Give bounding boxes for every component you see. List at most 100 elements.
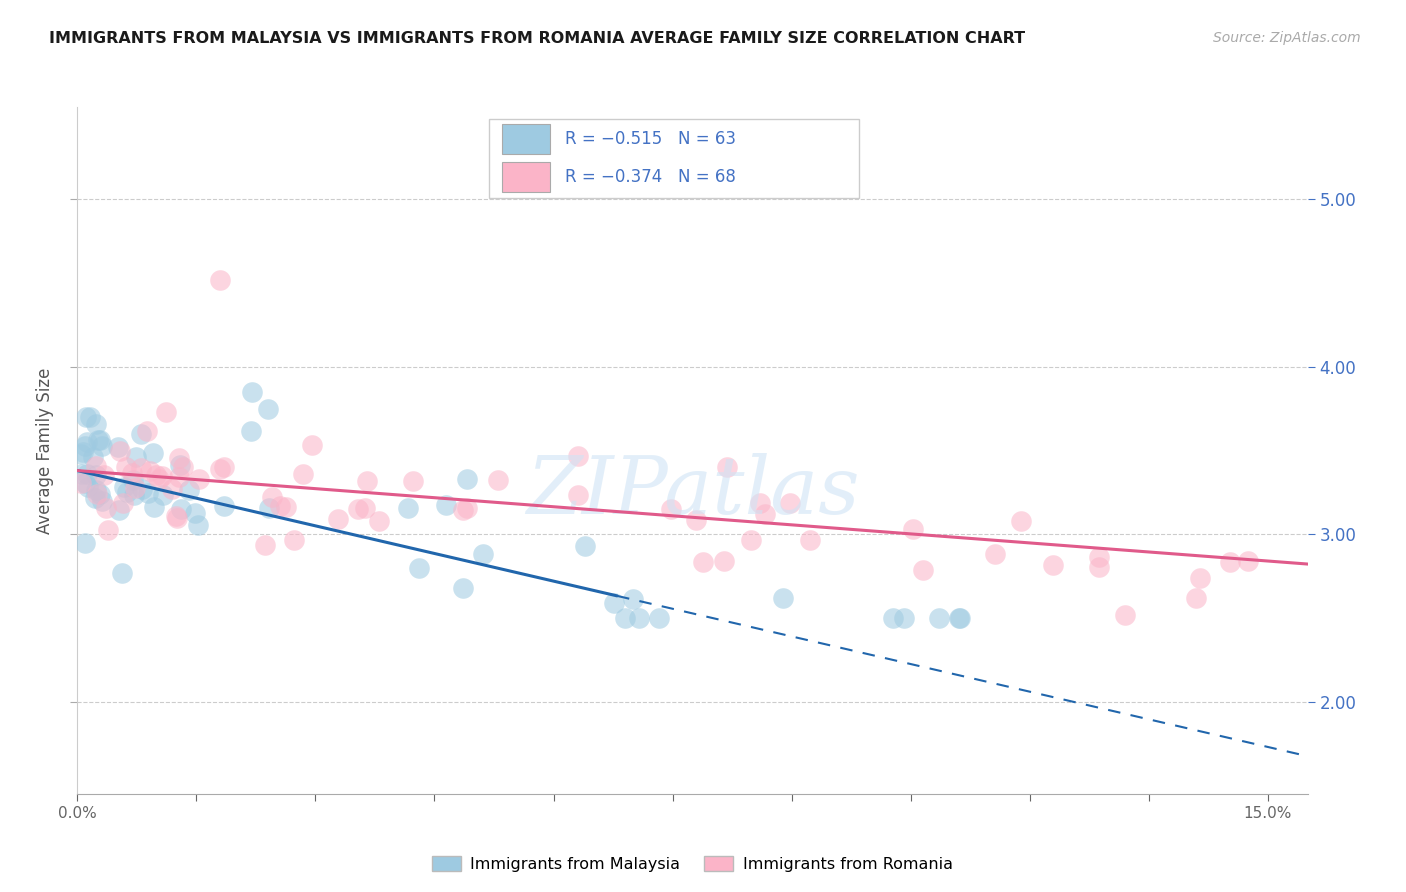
Point [456,501,478,516]
Point [486,473,509,487]
Point [125,450,148,464]
Point [97,524,120,538]
Text: ZIPatlas: ZIPatlas [526,453,859,531]
Point [152,488,174,502]
Point [75,439,97,453]
Point [135,424,157,438]
Point [91,439,114,453]
Point [188,472,211,486]
Point [1185,591,1208,605]
Point [912,563,935,577]
Point [155,404,177,418]
Point [451,581,474,595]
Point [346,501,368,516]
Point [1114,607,1136,622]
Point [150,469,173,483]
Point [86,434,108,448]
Point [239,425,262,439]
Point [209,272,232,286]
Point [84,417,107,432]
Point [84,468,107,483]
Point [76,480,98,494]
Point [122,488,145,502]
Point [169,450,191,465]
Point [84,491,107,505]
Point [76,467,98,482]
Y-axis label: Average Family Size: Average Family Size [37,368,55,533]
Point [111,496,134,510]
Point [368,514,391,528]
Point [240,384,263,399]
Point [72,445,94,459]
Point [124,481,146,495]
Point [301,438,323,452]
Point [169,470,191,484]
Bar [489,119,859,198]
Point [256,401,278,416]
Point [172,460,194,475]
Text: R = −0.515   N = 63: R = −0.515 N = 63 [565,130,735,148]
Point [692,556,714,570]
Point [69,447,91,461]
Point [269,499,291,513]
Point [1087,550,1109,565]
Point [121,467,143,481]
Point [212,460,235,475]
Point [121,473,143,487]
Point [659,502,682,516]
Point [451,503,474,517]
Point [145,468,167,483]
Point [648,611,671,625]
Point [1087,560,1109,574]
Point [169,458,191,473]
Point [129,427,152,442]
Point [1219,555,1241,569]
Point [928,611,950,625]
Point [408,561,430,575]
Point [402,475,425,489]
Point [79,410,101,425]
Point [160,483,183,497]
Point [983,547,1005,561]
Point [89,433,111,447]
Point [799,533,821,548]
Point [396,500,419,515]
Point [253,538,276,552]
Point [713,553,735,567]
Point [142,445,165,459]
Point [107,440,129,454]
Point [893,611,915,625]
Point [257,500,280,515]
Point [283,533,305,547]
Text: Source: ZipAtlas.com: Source: ZipAtlas.com [1213,31,1361,45]
Point [1188,571,1211,585]
Point [108,444,131,458]
Point [948,611,970,625]
Point [949,611,972,625]
Point [86,487,108,501]
Point [1236,554,1258,568]
Point [740,533,762,547]
Point [772,591,794,605]
Point [214,499,236,513]
Point [260,491,283,505]
Point [179,483,201,497]
Point [754,507,776,521]
Point [187,518,209,533]
Point [184,507,207,521]
Point [136,485,159,500]
Point [603,596,626,610]
Point [1042,558,1064,573]
Point [75,536,97,550]
Point [93,468,115,483]
Point [143,500,166,515]
Point [86,458,108,473]
Point [94,501,117,516]
Legend: Immigrants from Malaysia, Immigrants from Romania: Immigrants from Malaysia, Immigrants fro… [426,850,959,879]
Point [166,511,188,525]
Point [574,539,596,553]
Point [70,476,93,491]
Bar [502,162,550,192]
Point [73,476,96,491]
Point [89,486,111,500]
